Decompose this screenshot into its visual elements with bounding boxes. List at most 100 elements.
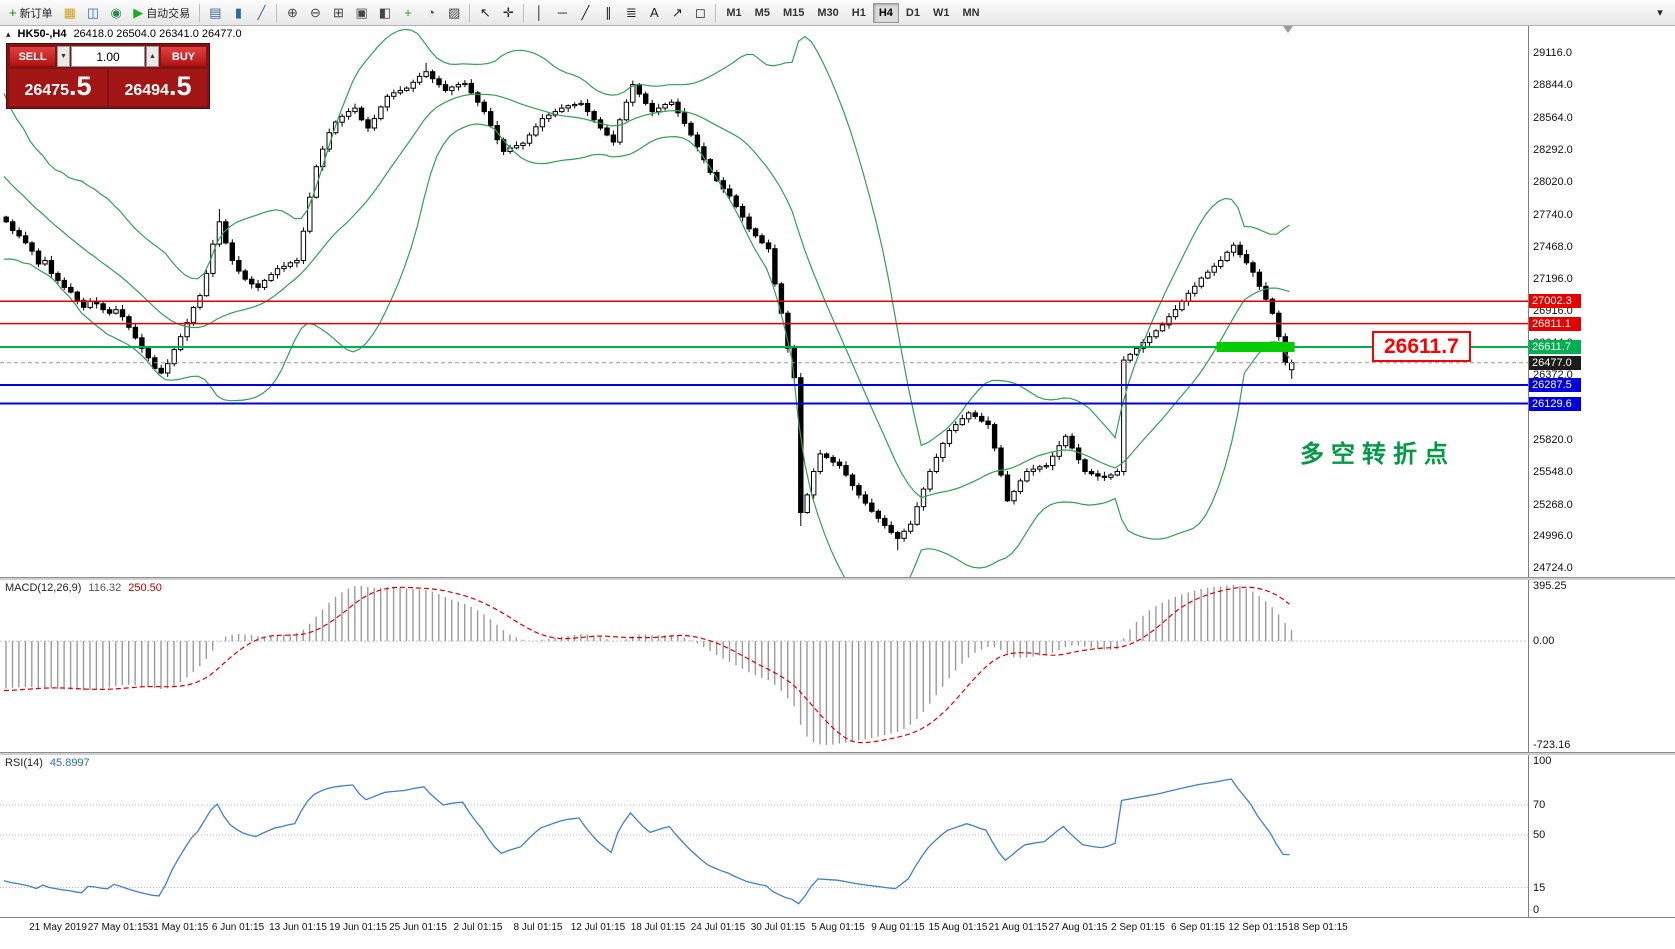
autotrading-button-label: 自动交易 [146,7,191,20]
price-axis-label: 28564.0 [1533,112,1573,125]
bid-price[interactable]: 26475.5 [9,69,107,106]
add-indicator-icon[interactable]: + [397,2,419,24]
timeframe-d1[interactable]: D1 [900,3,926,23]
toolbar: + 新订单 ▦ ◫ ◉ ▶ 自动交易 ▤ ▮ ╱ ⊕ ⊖ ⊞ ▣ ◧ + ◔ ▨ ↖ ✛ │ ─ ╱ ∥ ≣ A ↗ ◻ M1 M5 M15… [0,0,1675,26]
period-icon: ◔ [427,5,435,20]
chart-title: ▴ HK50-,H4 26418.0 26504.0 26341.0 26477… [6,28,242,40]
volume-decrease-button[interactable]: ▼ [57,46,70,67]
price-tag: 27002.3 [1529,294,1581,309]
price-level-label: 26611.7 [1372,331,1471,363]
timeframe-m15[interactable]: M15 [777,3,810,23]
timeframe-mn[interactable]: MN [956,3,985,23]
trendline-icon[interactable]: ╱ [574,2,596,24]
templates-icon[interactable]: ▨ [443,2,465,24]
new-order-button[interactable]: + 新订单 [4,2,58,24]
period-icon[interactable]: ◔ [420,2,442,24]
time-axis[interactable]: 21 May 2019 27 May 01:15 31 May 01:15 6 Jun… [0,917,1675,949]
time-axis-label: 30 Jul 01:15 [750,922,806,933]
time-axis-label: 31 May 01:15 [147,922,209,933]
rsi-plot[interactable]: RSI(14) 45.8997 [0,755,1528,917]
time-axis-label: 2 Jul 01:15 [453,922,503,933]
one-click-controls: SELL ▼ ▲ BUY [9,46,207,67]
arrows-icon[interactable]: ↗ [666,2,688,24]
macd-signal-line [3,586,1290,744]
bollinger-middle [3,93,1290,499]
market-watch-icon[interactable]: ▦ [59,2,81,24]
timeframe-m30[interactable]: M30 [811,3,844,23]
price-axis-label: 28844.0 [1533,79,1573,92]
bar-chart-icon[interactable]: ▤ [204,2,226,24]
bollinger-lower [3,123,1290,577]
highlight-bar[interactable] [1216,342,1295,352]
toolbar-separator [715,3,717,22]
main-chart-plot[interactable]: ▴ HK50-,H4 26418.0 26504.0 26341.0 26477… [0,26,1528,577]
tile-windows-icon[interactable]: ⊞ [327,2,349,24]
navigator-icon[interactable]: ◉ [105,2,127,24]
indicator-window-icon[interactable]: ◧ [374,2,396,24]
macd-label: MACD(12,26,9) [5,582,82,594]
toolbar-separator [469,3,471,22]
zoom-out-icon[interactable]: ⊖ [304,2,326,24]
fibonacci-icon[interactable]: ≣ [620,2,642,24]
timeframe-m1[interactable]: M1 [720,3,747,23]
candlestick-chart-icon[interactable]: ▮ [227,2,249,24]
price-axis-label: 28020.0 [1533,175,1573,188]
cursor-icon[interactable]: ↖ [474,2,496,24]
rsi-axis-label: 15 [1533,881,1546,894]
line-chart-icon: ╱ [257,5,266,20]
text-icon[interactable]: A [643,2,665,24]
price-tag: 26611.7 [1529,340,1581,355]
main-chart-panel: ▴ HK50-,H4 26418.0 26504.0 26341.0 26477… [0,26,1675,577]
rsi-label-row: RSI(14) 45.8997 [5,757,90,769]
price-axis-label: 25820.0 [1533,433,1573,446]
autotrading-button[interactable]: ▶ 自动交易 [128,2,195,24]
buy-button[interactable]: BUY [160,46,207,67]
panel-splitter-rsi[interactable] [0,752,1675,755]
panel-splitter-macd[interactable] [0,577,1675,580]
new-order-icon: + [9,5,17,20]
tile-windows-icon: ⊞ [333,5,344,20]
price-axis-label: 27740.0 [1533,208,1573,221]
shapes-icon[interactable]: ◻ [689,2,711,24]
timeframe-h1[interactable]: H1 [846,3,872,23]
volume-increase-button[interactable]: ▲ [146,46,159,67]
timeframe-h4[interactable]: H4 [872,2,899,23]
sell-button[interactable]: SELL [9,46,56,67]
zoom-in-icon[interactable]: ⊕ [281,2,303,24]
vertical-line-icon[interactable]: │ [528,2,550,24]
price-axis-label: 24724.0 [1533,562,1573,575]
new-order-button-label: 新订单 [19,7,53,20]
time-axis-label: 15 Aug 01:15 [928,922,988,933]
macd-axis-label: -723.16 [1533,739,1571,751]
auto-arrange-icon[interactable]: ▣ [350,2,372,24]
volume-input[interactable] [71,46,145,67]
macd-plot[interactable]: MACD(12,26,9) 116.32 250.50 [0,580,1528,752]
horizontal-line-icon[interactable]: ─ [551,2,573,24]
price-axis-label: 25268.0 [1533,498,1573,511]
time-axis-label: 5 Aug 01:15 [811,922,865,933]
ask-price[interactable]: 26494.5 [109,69,207,106]
vertical-line-icon: │ [535,5,544,20]
data-window-icon[interactable]: ◫ [82,2,104,24]
channel-icon[interactable]: ∥ [597,2,619,24]
bar-chart-icon: ▤ [209,5,222,20]
toolbar-customize-button[interactable]: ▾ [1649,2,1671,24]
trendline-icon: ╱ [581,5,590,20]
time-axis-label: 2 Sep 01:15 [1111,922,1165,933]
timeframe-m5[interactable]: M5 [749,3,776,23]
line-chart-icon[interactable]: ╱ [250,2,272,24]
timeframe-w1[interactable]: W1 [927,3,956,23]
symbol-period-label: HK50-,H4 [17,28,67,40]
oneclick-collapse-toggle[interactable]: ▴ [6,28,11,39]
zoom-in-icon: ⊕ [287,5,298,20]
rsi-axis-label: 70 [1533,799,1546,811]
rsi-line [3,778,1290,905]
time-axis-label: 6 Sep 01:15 [1171,922,1225,933]
horizontal-line-icon: ─ [557,5,567,20]
crosshair-icon[interactable]: ✛ [497,2,519,24]
shapes-icon: ◻ [694,5,706,20]
time-axis-label: 24 Jul 01:15 [690,922,746,933]
rsi-chart [0,778,1528,905]
zoom-out-icon: ⊖ [310,5,321,20]
price-chart [0,28,1528,577]
